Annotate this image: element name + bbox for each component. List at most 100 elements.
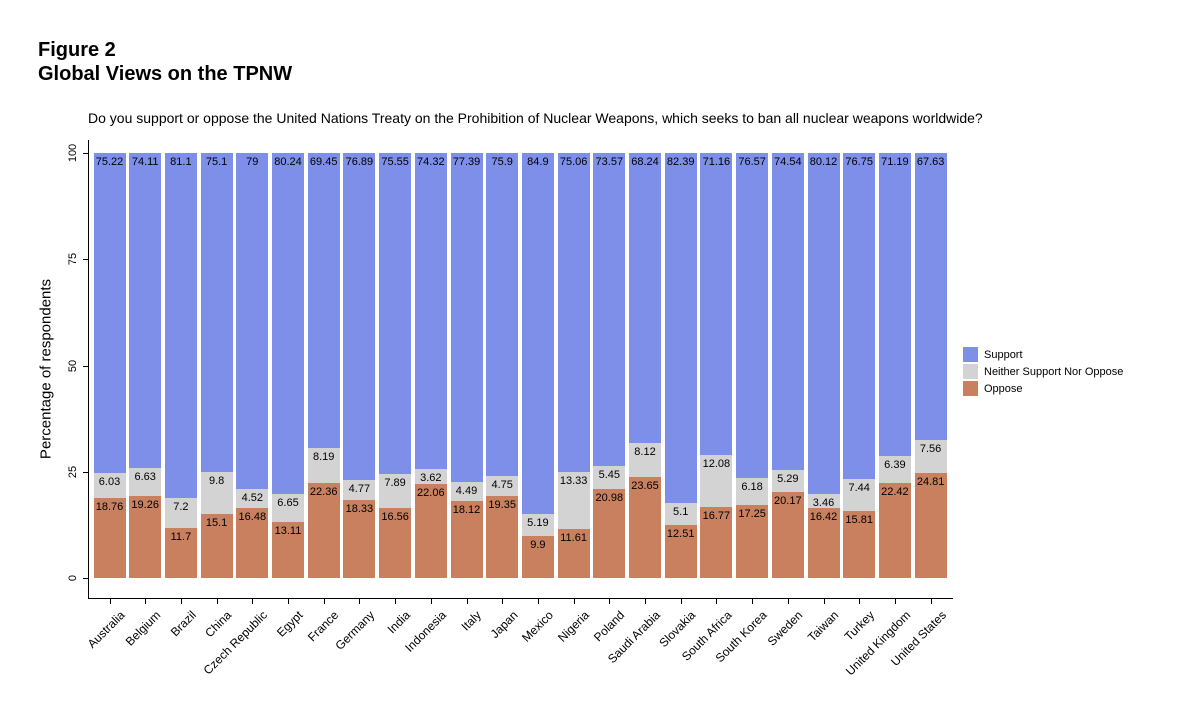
legend-swatch <box>963 381 978 396</box>
bar-value-label: 9.8 <box>208 475 225 488</box>
bar-segment <box>700 506 733 578</box>
bar-value-label: 24.81 <box>916 475 945 488</box>
x-tick <box>252 598 254 604</box>
bar-segment <box>521 153 554 514</box>
bar-segment <box>164 497 197 529</box>
x-tick <box>109 598 111 604</box>
bar-segment <box>307 448 340 483</box>
bar-value-label: 11.7 <box>170 531 192 544</box>
bar-segment <box>164 153 197 498</box>
y-tick-label: 75 <box>67 253 79 266</box>
bar-value-label: 22.42 <box>881 485 909 498</box>
y-tick-label: 0 <box>67 574 79 582</box>
bar-segment <box>664 503 697 525</box>
bar-segment <box>700 152 733 456</box>
bar-value-label: 7.89 <box>384 477 406 490</box>
y-tick <box>83 471 89 473</box>
legend-swatch <box>963 364 978 379</box>
x-tick-label: Mexico <box>519 608 556 645</box>
x-tick-label: Brazil <box>167 608 199 640</box>
bar-value-label: 4.49 <box>455 484 478 497</box>
bar-segment <box>450 481 483 501</box>
bar-value-label: 5.29 <box>777 472 799 485</box>
legend-label: Support <box>984 348 1023 361</box>
bar-value-label: 80.12 <box>809 156 838 168</box>
bar-segment <box>93 152 126 473</box>
bar-value-label: 68.24 <box>631 155 659 168</box>
x-tick <box>145 598 147 604</box>
bar-segment <box>843 510 876 578</box>
bar-segment <box>272 494 304 523</box>
bar-segment <box>557 528 590 578</box>
x-tick <box>609 598 611 604</box>
bar-segment <box>736 504 769 578</box>
x-tick <box>180 598 182 604</box>
bar-segment <box>807 508 840 578</box>
bar-value-label: 18.12 <box>452 503 481 516</box>
y-tick <box>83 365 89 367</box>
bar-value-label: 76.75 <box>845 156 873 168</box>
bar-segment <box>521 535 554 578</box>
bar-segment <box>629 442 661 478</box>
bar-segment <box>771 153 804 470</box>
bar-value-label: 5.45 <box>598 468 621 481</box>
bar-segment <box>414 484 447 578</box>
bar-segment <box>771 469 804 493</box>
legend-row: Neither Support Nor Oppose <box>963 363 1123 380</box>
x-tick <box>859 598 861 604</box>
bar-segment <box>593 488 626 578</box>
bar-value-label: 16.77 <box>702 509 731 522</box>
x-tick <box>323 598 325 604</box>
x-tick-label: Japan <box>487 608 521 642</box>
x-tick <box>716 598 718 604</box>
bar-value-label: 8.12 <box>634 445 656 458</box>
bar-value-label: 9.9 <box>530 538 546 551</box>
bar-value-label: 79 <box>246 156 259 168</box>
x-tick <box>288 598 289 604</box>
figure-label: Figure 2 <box>38 39 116 61</box>
bar-segment <box>629 477 661 578</box>
x-tick-label: Belgium <box>122 608 164 649</box>
x-tick-label: Sweden <box>765 608 806 649</box>
x-tick-label: India <box>384 608 414 637</box>
x-tick <box>752 598 754 604</box>
bar-segment <box>843 153 876 480</box>
bar-value-label: 12.51 <box>666 527 695 540</box>
bar-segment <box>878 455 911 483</box>
bar-value-label: 8.19 <box>312 451 335 464</box>
bar-segment <box>593 153 626 466</box>
bar-value-label: 6.63 <box>134 470 156 483</box>
bar-segment <box>129 153 162 468</box>
bar-value-label: 74.11 <box>131 156 159 168</box>
x-tick-label: Czech Republic <box>200 608 271 678</box>
bar-value-label: 15.81 <box>845 513 873 526</box>
y-tick <box>83 578 89 579</box>
x-tick-label: Egypt <box>274 608 306 640</box>
bar-value-label: 69.45 <box>309 156 338 168</box>
bar-value-label: 75.9 <box>491 156 513 168</box>
x-tick <box>787 598 789 604</box>
x-tick <box>216 598 218 604</box>
bar-value-label: 6.65 <box>277 497 299 510</box>
bar-segment <box>914 153 947 441</box>
bar-segment <box>164 528 197 578</box>
bar-value-label: 18.76 <box>95 501 124 514</box>
bar-segment <box>414 468 447 485</box>
bar-value-label: 13.33 <box>559 475 588 487</box>
bar-value-label: 71.19 <box>881 156 909 168</box>
bar-segment <box>93 498 126 578</box>
bar-segment <box>272 522 304 578</box>
bar-value-label: 74.32 <box>417 156 445 168</box>
x-tick <box>395 598 397 604</box>
bar-value-label: 76.57 <box>738 156 766 168</box>
bar-value-label: 75.22 <box>95 155 124 168</box>
bar-value-label: 73.57 <box>595 156 624 168</box>
bar-value-label: 12.08 <box>702 458 731 471</box>
x-tick <box>359 598 361 604</box>
bar-value-label: 7.56 <box>919 443 942 456</box>
bar-value-label: 7.2 <box>173 500 189 513</box>
bar-segment <box>736 153 769 479</box>
bar-segment <box>843 479 876 511</box>
bar-segment <box>878 153 911 456</box>
legend-row: Oppose <box>963 380 1123 397</box>
